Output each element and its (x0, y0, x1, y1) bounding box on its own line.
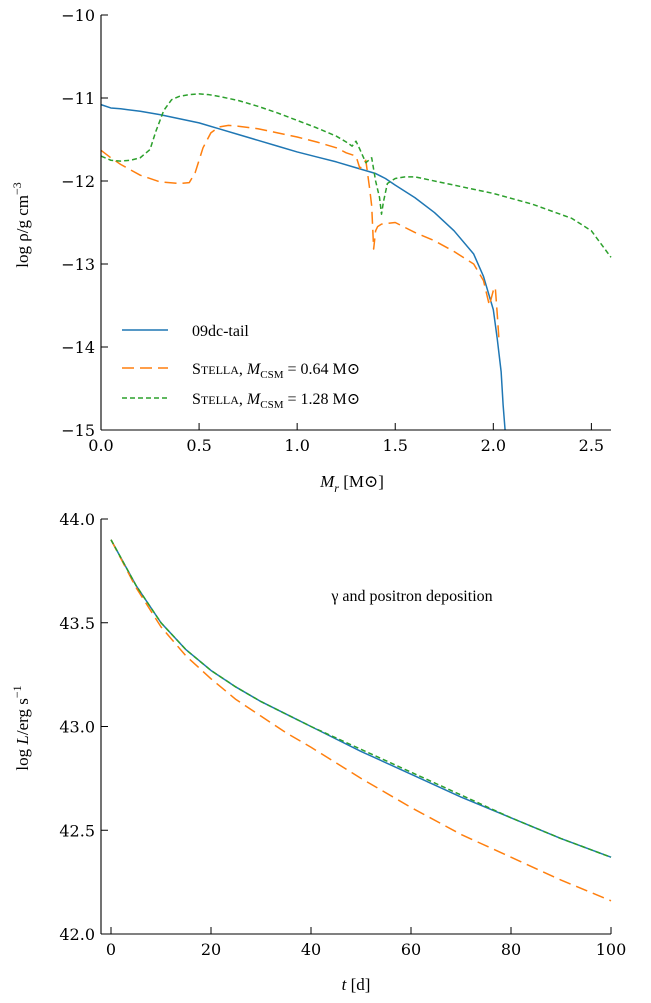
density-x-axis-label: Mr [M⊙] (319, 472, 384, 495)
luminosity-x-axis-label: t [d] (342, 975, 371, 994)
luminosity-axes (100, 519, 611, 935)
luminosity-y-tick-label: 42.0 (59, 925, 95, 944)
density-series-line-1 (100, 124, 500, 343)
luminosity-ticks: 0 20 40 60 80 100 42.0 42.5 43.0 43.5 44.0 (59, 510, 626, 959)
density-y-axis-label: log ρ/g cm−3 (10, 182, 32, 267)
density-series-line-0 (100, 103, 506, 431)
density-y-tick-label: −13 (61, 255, 95, 274)
luminosity-series-line-1 (110, 539, 612, 902)
density-x-tick-label: 1.0 (284, 436, 309, 455)
deposition-annotation: γ and positron deposition (330, 588, 492, 605)
luminosity-x-tick-label: 20 (201, 940, 221, 959)
luminosity-y-tick-label: 44.0 (59, 510, 95, 529)
density-y-tick-label: −15 (61, 421, 95, 440)
density-x-tick-label: 2.0 (481, 436, 506, 455)
density-y-tick-label: −10 (61, 6, 95, 25)
density-x-tick-label: 0.0 (88, 436, 113, 455)
luminosity-y-tick-label: 43.0 (59, 718, 95, 737)
density-y-tick-label: −14 (61, 338, 95, 357)
density-ticks: 0.0 0.5 1.0 1.5 2.0 2.5 −15 −14 −13 −12 −11 −10 (61, 6, 604, 455)
density-axes (100, 15, 611, 431)
luminosity-x-tick-label: 100 (596, 940, 627, 959)
legend-label-stella-128: STELLA, MCSM = 1.28 M⊙ (192, 391, 360, 411)
luminosity-series-line-2 (110, 539, 612, 858)
density-panel: 0.0 0.5 1.0 1.5 2.0 2.5 −15 −14 −13 −12 −11 −10 log… (10, 6, 612, 495)
density-series-line-2 (100, 93, 612, 258)
luminosity-x-tick-label: 40 (301, 940, 321, 959)
luminosity-x-tick-label: 80 (501, 940, 521, 959)
luminosity-y-tick-label: 42.5 (59, 821, 95, 840)
luminosity-series-group (110, 539, 612, 902)
density-y-tick-label: −11 (61, 89, 95, 108)
density-x-tick-label: 1.5 (383, 436, 408, 455)
density-x-tick-label: 2.5 (579, 436, 604, 455)
luminosity-panel: 0 20 40 60 80 100 42.0 42.5 43.0 43.5 44.0 log L/e… (10, 510, 626, 994)
luminosity-y-axis-label: log L/erg s−1 (10, 685, 32, 770)
density-y-tick-label: −12 (61, 172, 95, 191)
legend-label-09dc-tail: 09dc-tail (192, 323, 249, 340)
luminosity-x-tick-label: 0 (106, 940, 116, 959)
density-legend: 09dc-tail STELLA, MCSM = 0.64 M⊙ STELLA,… (122, 323, 360, 411)
luminosity-y-tick-label: 43.5 (59, 614, 95, 633)
density-series-group (100, 93, 612, 431)
legend-label-stella-064: STELLA, MCSM = 0.64 M⊙ (192, 361, 360, 381)
luminosity-x-tick-label: 60 (401, 940, 421, 959)
density-x-tick-label: 0.5 (186, 436, 211, 455)
